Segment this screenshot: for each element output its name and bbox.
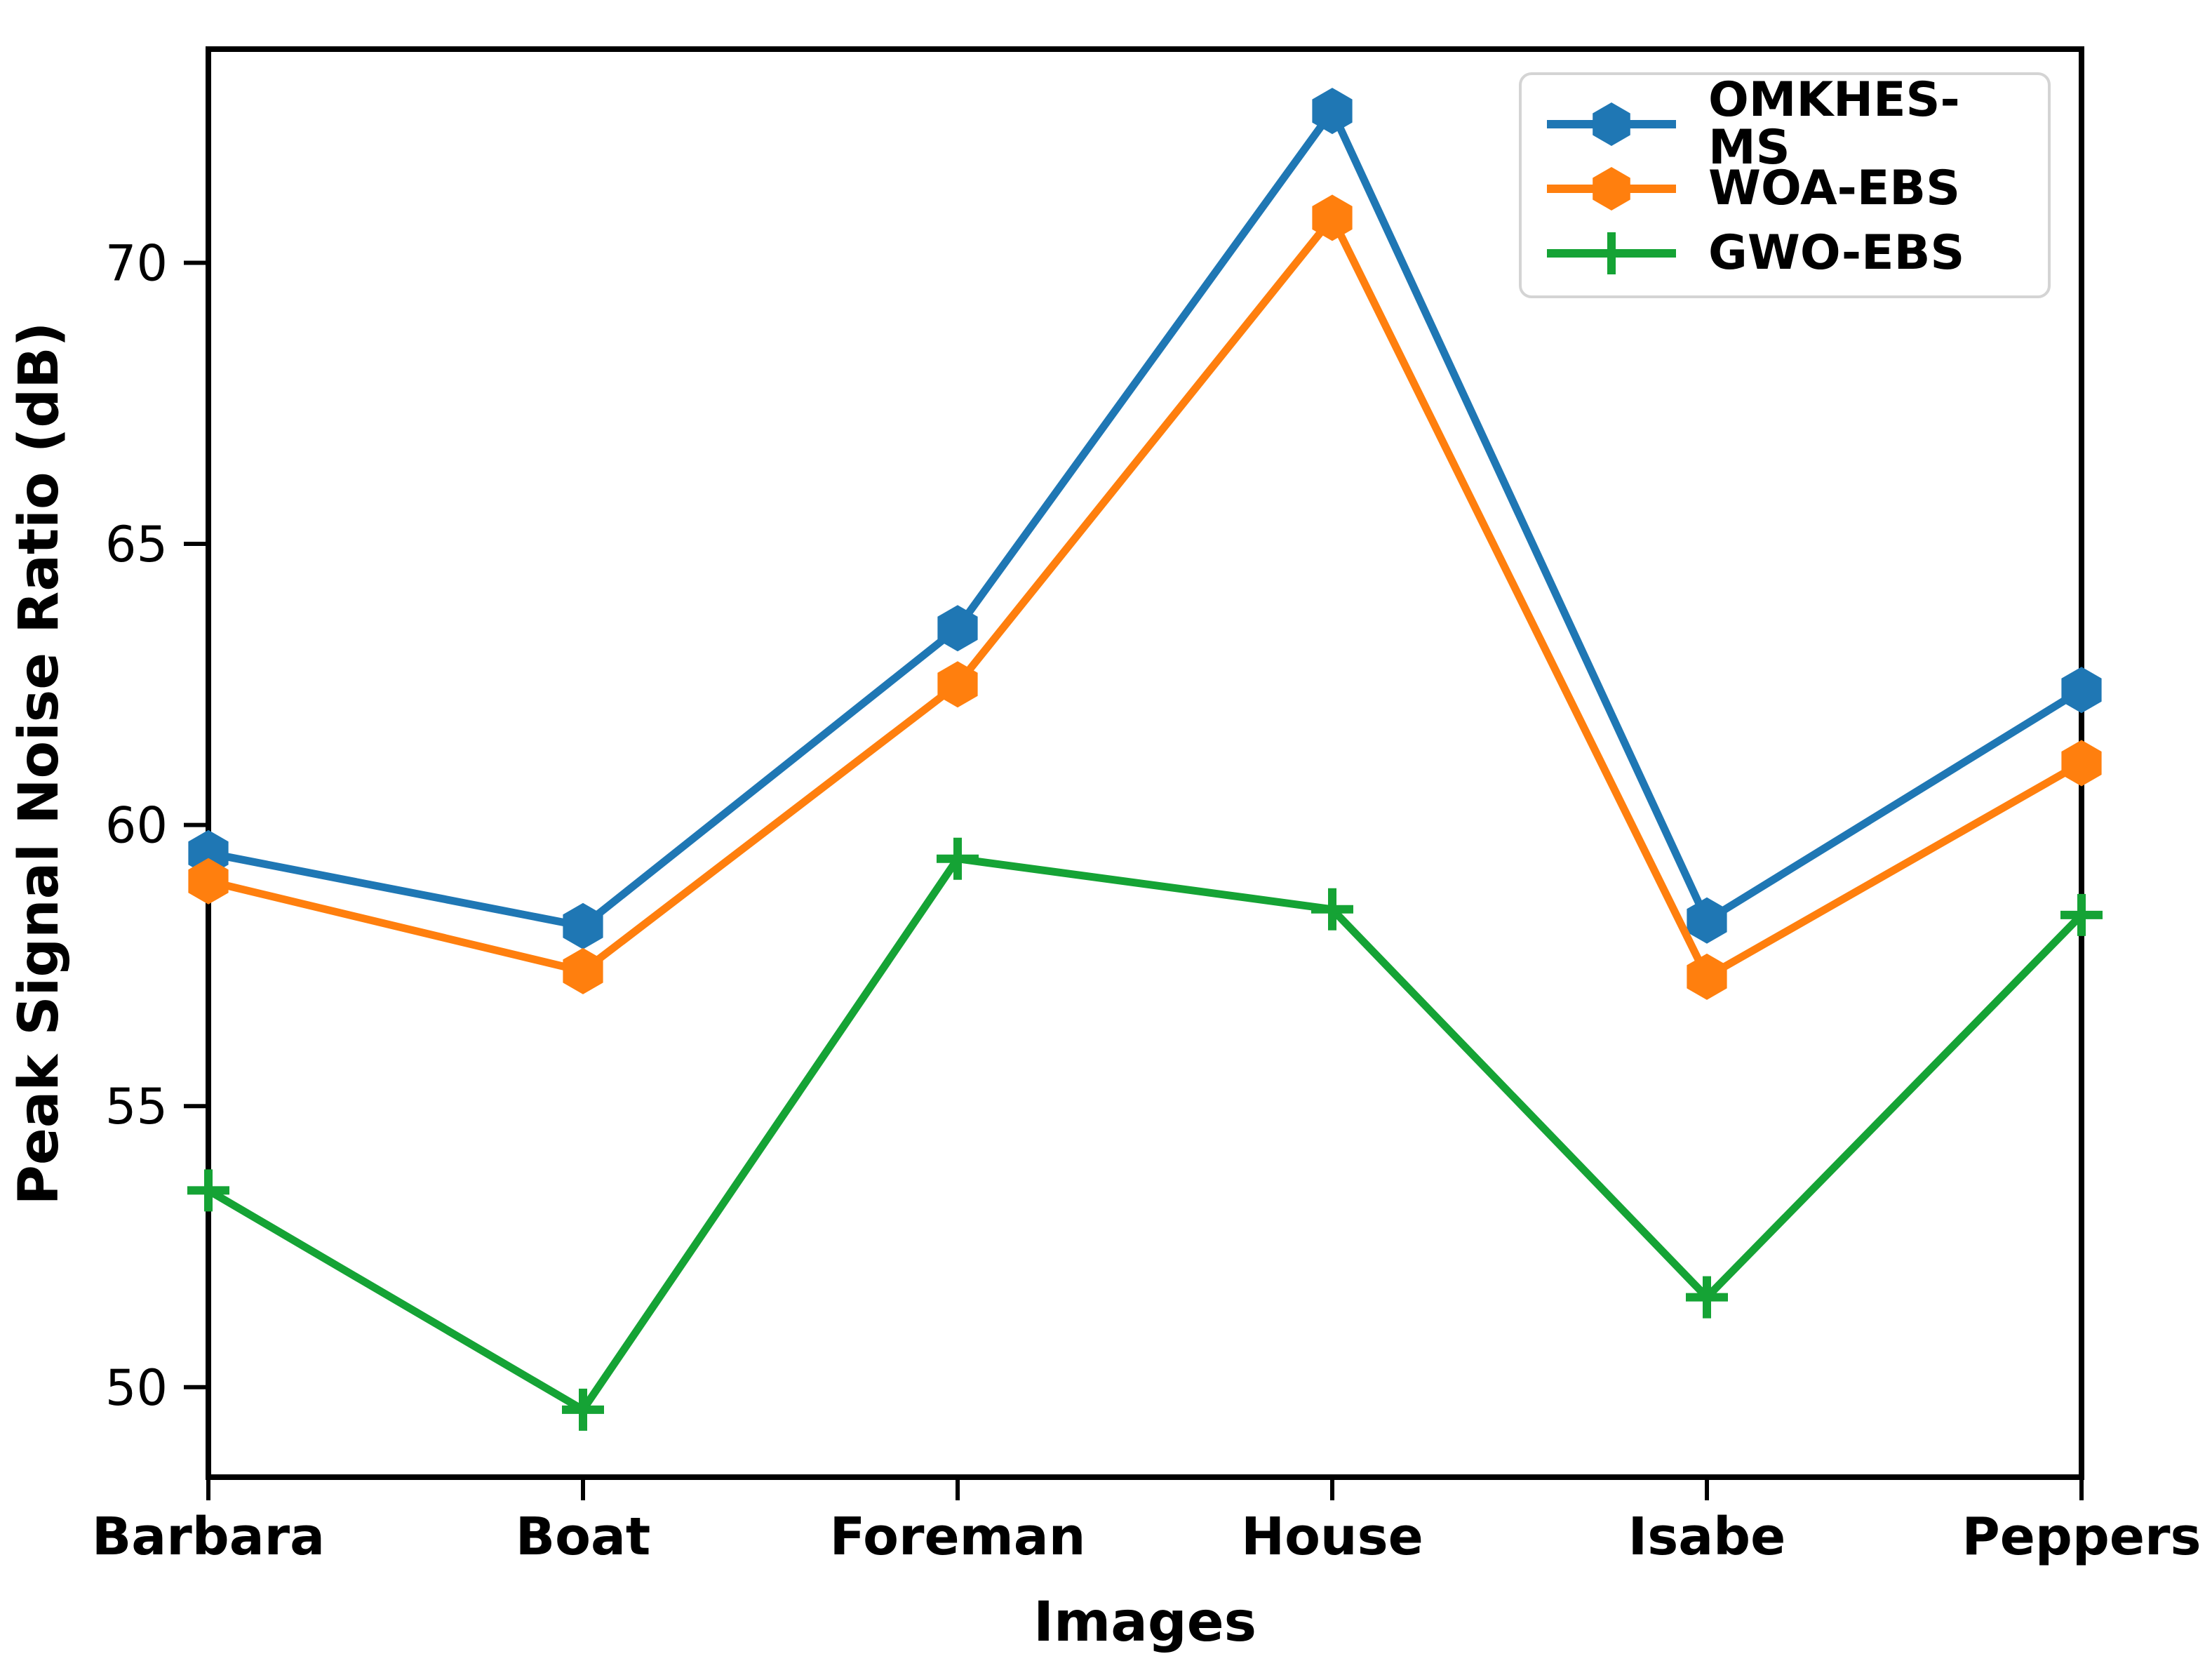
x-tick-label: Peppers — [1962, 1507, 2201, 1567]
legend-item: OMKHES-MS — [1541, 76, 2028, 172]
data-point — [937, 661, 978, 708]
data-point — [937, 605, 978, 652]
legend-label: WOA-EBS — [1708, 161, 1961, 216]
y-axis-label: Peak Signal Noise Ratio (dB) — [8, 322, 71, 1206]
legend-item: GWO-EBS — [1541, 221, 2028, 286]
legend-marker — [1593, 102, 1630, 146]
x-tick-label: Boat — [516, 1507, 651, 1567]
x-tick-label: Isabe — [1628, 1507, 1786, 1567]
y-tick-label: 60 — [105, 797, 168, 855]
data-point — [1312, 194, 1353, 241]
series-marker-icon — [1547, 232, 1676, 274]
x-tick-label: Barbara — [92, 1507, 325, 1567]
legend: OMKHES-MS WOA-EBS GWO-EBS — [1519, 72, 2051, 298]
series-marker-icon — [1547, 167, 1676, 211]
data-point — [1312, 88, 1353, 135]
data-point — [2061, 740, 2102, 787]
legend-marker — [1593, 167, 1630, 211]
data-point — [1687, 953, 1727, 1000]
series-line-GWO-EBS — [206, 855, 2084, 1414]
legend-label: OMKHES-MS — [1708, 72, 1960, 175]
legend-item: WOA-EBS — [1541, 156, 2028, 221]
series-line-OMKHES-MS — [207, 107, 2084, 931]
y-tick-label: 50 — [105, 1359, 168, 1417]
y-tick-label: 70 — [105, 234, 168, 292]
data-point — [563, 902, 603, 949]
data-point — [188, 858, 229, 905]
data-point — [2061, 667, 2102, 714]
data-point — [563, 947, 603, 994]
y-tick-label: 65 — [105, 516, 168, 573]
data-point — [1687, 897, 1727, 944]
y-tick-label: 55 — [105, 1078, 168, 1135]
plot-area: 50 55 60 65 70 Barbara Boat Foreman House Isabe Pe… — [92, 46, 2201, 1567]
x-axis-label: Images — [1033, 1591, 1256, 1654]
series-line-WOA-EBS — [207, 213, 2084, 981]
series-marker-icon — [1547, 102, 1676, 146]
x-tick-label: House — [1241, 1507, 1423, 1567]
x-tick-label: Foreman — [830, 1507, 1086, 1567]
legend-label: GWO-EBS — [1708, 225, 1965, 281]
